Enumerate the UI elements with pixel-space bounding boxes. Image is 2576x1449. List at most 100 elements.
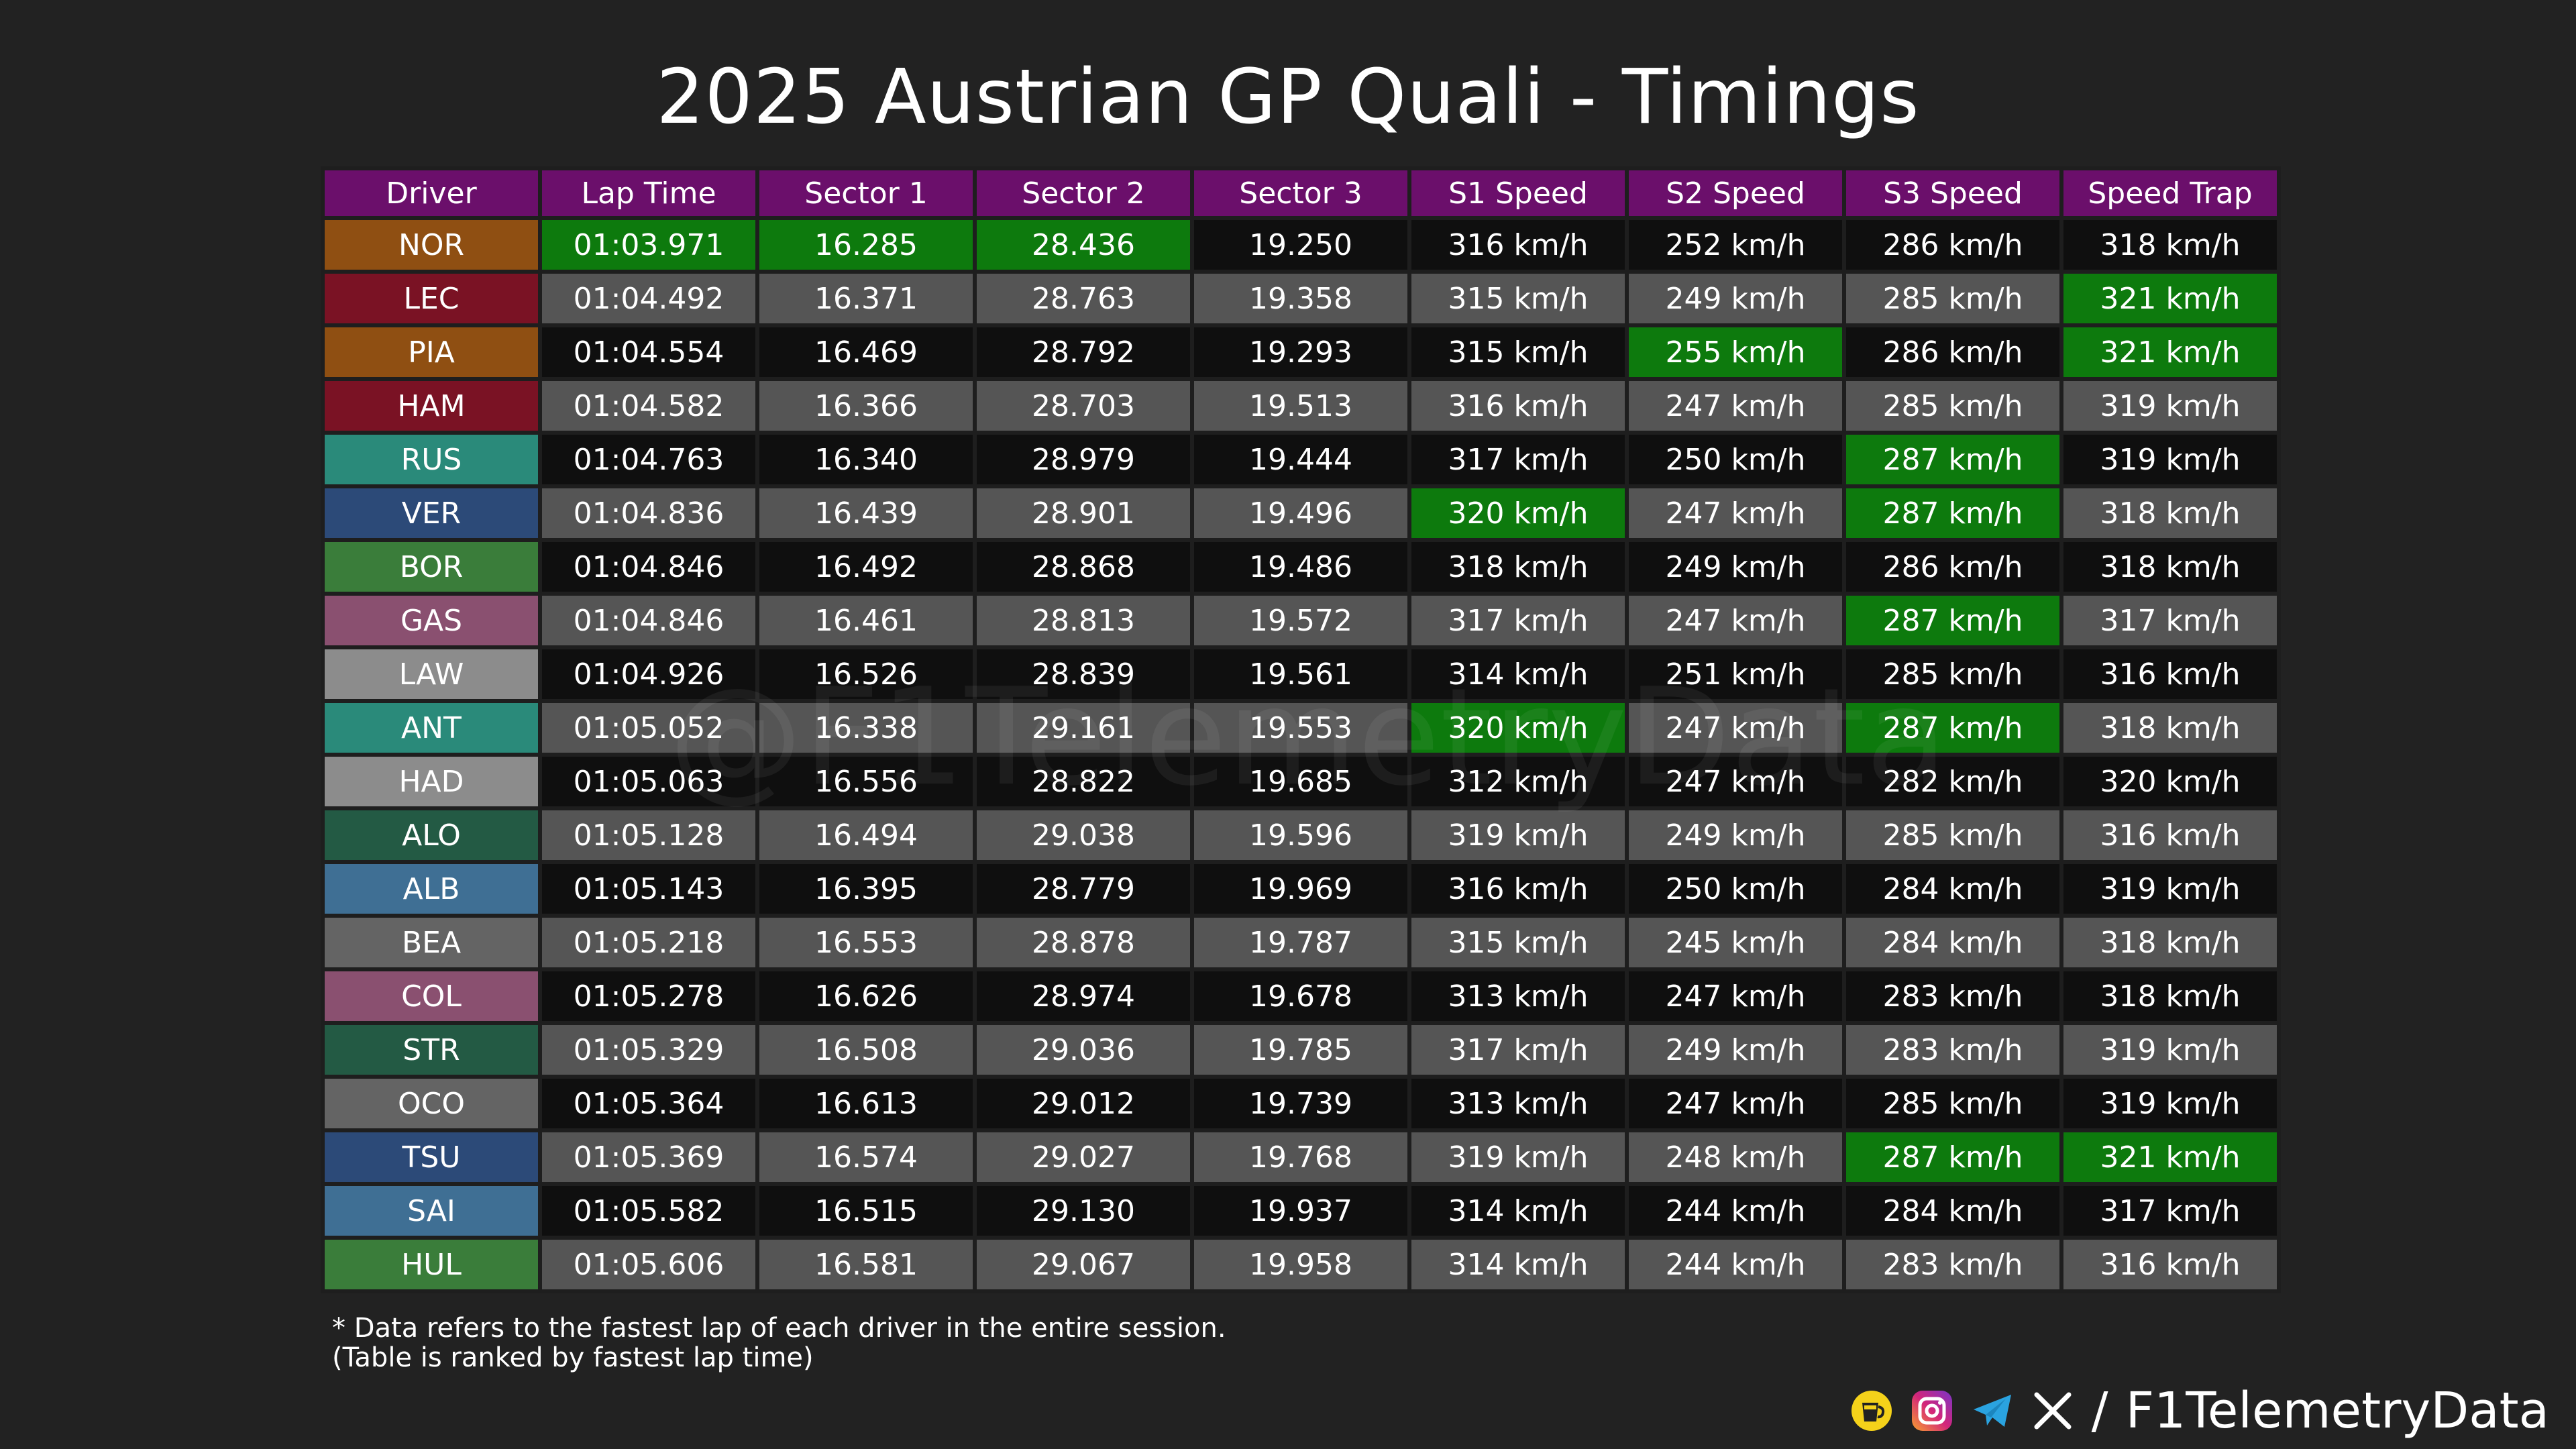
driver-cell: RUS — [321, 431, 542, 488]
data-cell: 16.574 — [755, 1128, 977, 1186]
timings-table: Driver Lap Time Sector 1 Sector 2 Sector 3 S1… — [321, 166, 2281, 1293]
data-cell: 01:04.492 — [538, 270, 759, 327]
data-cell: 28.974 — [973, 967, 1194, 1025]
data-cell: 317 km/h — [1407, 592, 1629, 649]
data-cell: 19.596 — [1190, 806, 1411, 864]
data-cell: 29.038 — [973, 806, 1194, 864]
data-cell: 19.553 — [1190, 699, 1411, 757]
data-cell: 28.436 — [973, 216, 1194, 274]
column-header: Lap Time — [538, 166, 759, 220]
data-cell: 318 km/h — [2059, 699, 2281, 757]
data-cell: 01:05.364 — [538, 1075, 759, 1132]
data-cell: 319 km/h — [1407, 1128, 1629, 1186]
data-cell: 247 km/h — [1625, 484, 1846, 542]
driver-cell: TSU — [321, 1128, 542, 1186]
telegram-icon[interactable] — [1971, 1389, 2014, 1432]
data-cell: 314 km/h — [1407, 1236, 1629, 1293]
driver-cell: ALO — [321, 806, 542, 864]
data-cell: 01:04.846 — [538, 592, 759, 649]
table-row: ALO 01:05.128 16.494 29.038 19.596 319 km/h 24… — [321, 806, 2281, 864]
data-cell: 282 km/h — [1842, 753, 2063, 810]
data-cell: 29.027 — [973, 1128, 1194, 1186]
data-cell: 01:04.582 — [538, 377, 759, 435]
driver-cell: BEA — [321, 914, 542, 971]
data-cell: 19.496 — [1190, 484, 1411, 542]
kofi-icon[interactable] — [1850, 1389, 1893, 1432]
brand-handle[interactable]: F1TelemetryData — [2125, 1382, 2549, 1440]
driver-cell: LAW — [321, 645, 542, 703]
data-cell: 284 km/h — [1842, 860, 2063, 918]
data-cell: 315 km/h — [1407, 270, 1629, 327]
data-cell: 284 km/h — [1842, 1182, 2063, 1240]
data-cell: 251 km/h — [1625, 645, 1846, 703]
data-cell: 19.685 — [1190, 753, 1411, 810]
brand-separator: / — [2091, 1382, 2108, 1440]
driver-cell: GAS — [321, 592, 542, 649]
data-cell: 01:05.128 — [538, 806, 759, 864]
column-header: Sector 3 — [1190, 166, 1411, 220]
data-cell: 255 km/h — [1625, 323, 1846, 381]
data-cell: 01:03.971 — [538, 216, 759, 274]
data-cell: 16.371 — [755, 270, 977, 327]
data-cell: 249 km/h — [1625, 806, 1846, 864]
table-row: HAD 01:05.063 16.556 28.822 19.685 312 km/h 24… — [321, 753, 2281, 810]
footnote-line-1: * Data refers to the fastest lap of each… — [332, 1313, 1226, 1344]
data-cell: 317 km/h — [2059, 592, 2281, 649]
driver-cell: ALB — [321, 860, 542, 918]
data-cell: 317 km/h — [2059, 1182, 2281, 1240]
data-cell: 01:04.926 — [538, 645, 759, 703]
data-cell: 19.958 — [1190, 1236, 1411, 1293]
data-cell: 01:05.218 — [538, 914, 759, 971]
data-cell: 19.937 — [1190, 1182, 1411, 1240]
data-cell: 285 km/h — [1842, 645, 2063, 703]
data-cell: 19.444 — [1190, 431, 1411, 488]
data-cell: 28.839 — [973, 645, 1194, 703]
data-cell: 01:04.846 — [538, 538, 759, 596]
data-cell: 316 km/h — [1407, 377, 1629, 435]
driver-cell: HAM — [321, 377, 542, 435]
table-row: BOR 01:04.846 16.492 28.868 19.486 318 km/h 24… — [321, 538, 2281, 596]
data-cell: 316 km/h — [2059, 806, 2281, 864]
instagram-icon[interactable] — [1911, 1389, 1953, 1432]
data-cell: 316 km/h — [1407, 216, 1629, 274]
data-cell: 316 km/h — [2059, 1236, 2281, 1293]
data-cell: 16.439 — [755, 484, 977, 542]
data-cell: 247 km/h — [1625, 967, 1846, 1025]
data-cell: 318 km/h — [2059, 967, 2281, 1025]
data-cell: 19.513 — [1190, 377, 1411, 435]
driver-cell: NOR — [321, 216, 542, 274]
data-cell: 16.626 — [755, 967, 977, 1025]
table-row: ANT 01:05.052 16.338 29.161 19.553 320 km/h 24… — [321, 699, 2281, 757]
driver-cell: HUL — [321, 1236, 542, 1293]
data-cell: 19.768 — [1190, 1128, 1411, 1186]
data-cell: 320 km/h — [1407, 699, 1629, 757]
driver-cell: LEC — [321, 270, 542, 327]
data-cell: 247 km/h — [1625, 753, 1846, 810]
driver-cell: VER — [321, 484, 542, 542]
data-cell: 19.739 — [1190, 1075, 1411, 1132]
table-row: GAS 01:04.846 16.461 28.813 19.572 317 km/h 24… — [321, 592, 2281, 649]
driver-cell: ANT — [321, 699, 542, 757]
data-cell: 285 km/h — [1842, 270, 2063, 327]
data-cell: 244 km/h — [1625, 1182, 1846, 1240]
data-cell: 19.572 — [1190, 592, 1411, 649]
driver-cell: SAI — [321, 1182, 542, 1240]
data-cell: 244 km/h — [1625, 1236, 1846, 1293]
data-cell: 316 km/h — [1407, 860, 1629, 918]
data-cell: 28.779 — [973, 860, 1194, 918]
data-cell: 19.358 — [1190, 270, 1411, 327]
data-cell: 317 km/h — [1407, 1021, 1629, 1079]
data-cell: 16.581 — [755, 1236, 977, 1293]
footnote-line-2: (Table is ranked by fastest lap time) — [332, 1342, 814, 1373]
table-row: LAW 01:04.926 16.526 28.839 19.561 314 km/h 25… — [321, 645, 2281, 703]
data-cell: 16.469 — [755, 323, 977, 381]
data-cell: 250 km/h — [1625, 431, 1846, 488]
table-row: PIA 01:04.554 16.469 28.792 19.293 315 km/h 25… — [321, 323, 2281, 381]
data-cell: 249 km/h — [1625, 1021, 1846, 1079]
column-header: Speed Trap — [2059, 166, 2281, 220]
footnote: * Data refers to the fastest lap of each… — [332, 1313, 1226, 1373]
data-cell: 319 km/h — [2059, 1021, 2281, 1079]
data-cell: 319 km/h — [2059, 1075, 2281, 1132]
x-icon[interactable] — [2031, 1389, 2074, 1432]
data-cell: 252 km/h — [1625, 216, 1846, 274]
